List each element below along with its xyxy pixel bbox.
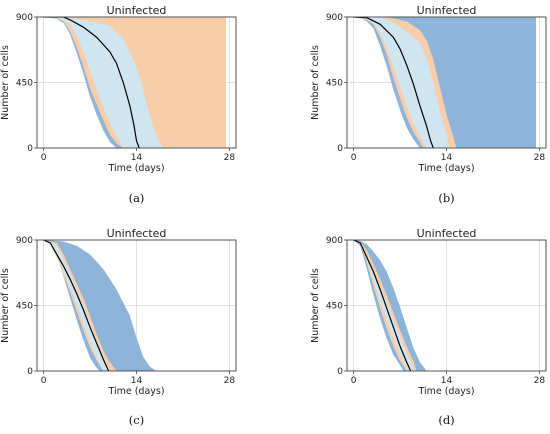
x-tick-label: 0 [351, 376, 357, 386]
x-tick-label: 0 [351, 153, 357, 163]
y-tick-label: 450 [326, 302, 343, 312]
panel-caption: (d) [438, 413, 454, 427]
median-line [353, 17, 434, 148]
panel-caption: (b) [438, 191, 454, 205]
y-tick-label: 450 [326, 79, 343, 89]
y-axis-label: Number of cells [310, 268, 321, 343]
x-tick-label: 0 [41, 153, 47, 163]
x-tick-label: 14 [441, 376, 453, 386]
median-line [353, 240, 412, 371]
inner-band [43, 240, 110, 371]
panel-a: 0 14 28 0 450 900 Uninfected Time (days) Number … [0, 4, 237, 205]
y-tick-label: 900 [326, 236, 343, 246]
median-line [43, 240, 110, 371]
panel-b: 0 14 28 0 450 900 Uninfected Time (days) Number … [310, 4, 547, 205]
panel-d: 0 14 28 0 450 900 Uninfected Time (days) Number … [310, 227, 547, 427]
x-axis-label: Time (days) [107, 386, 164, 397]
inner-band [43, 17, 164, 148]
chart-title: Uninfected [417, 227, 477, 240]
panel-caption: (c) [129, 413, 144, 427]
chart-title: Uninfected [107, 4, 167, 17]
y-tick-label: 0 [337, 367, 343, 377]
inner-band [353, 240, 415, 371]
x-tick-label: 14 [441, 153, 453, 163]
x-tick-label: 14 [131, 153, 143, 163]
x-tick-label: 28 [534, 153, 546, 163]
y-axis-label: Number of cells [0, 45, 11, 120]
chart-title: Uninfected [417, 4, 477, 17]
median-line [43, 17, 140, 148]
x-axis-label: Time (days) [417, 386, 474, 397]
y-tick-label: 450 [16, 79, 33, 89]
y-tick-label: 0 [27, 367, 33, 377]
panel-c: 0 14 28 0 450 900 Uninfected Time (days) Number … [0, 227, 237, 427]
x-tick-label: 14 [131, 376, 143, 386]
inner-band [353, 17, 450, 148]
x-tick-label: 28 [534, 376, 546, 386]
y-tick-label: 0 [337, 144, 343, 154]
y-tick-label: 450 [16, 302, 33, 312]
x-tick-label: 0 [41, 376, 47, 386]
y-tick-label: 900 [16, 236, 33, 246]
x-axis-label: Time (days) [417, 163, 474, 174]
y-tick-label: 900 [16, 13, 33, 23]
y-tick-label: 0 [27, 144, 33, 154]
x-tick-label: 28 [224, 376, 236, 386]
y-axis-label: Number of cells [0, 268, 11, 343]
panel-caption: (a) [129, 191, 145, 205]
chart-title: Uninfected [107, 227, 167, 240]
x-tick-label: 28 [224, 153, 236, 163]
y-axis-label: Number of cells [310, 45, 321, 120]
x-axis-label: Time (days) [107, 163, 164, 174]
y-tick-label: 900 [326, 13, 343, 23]
